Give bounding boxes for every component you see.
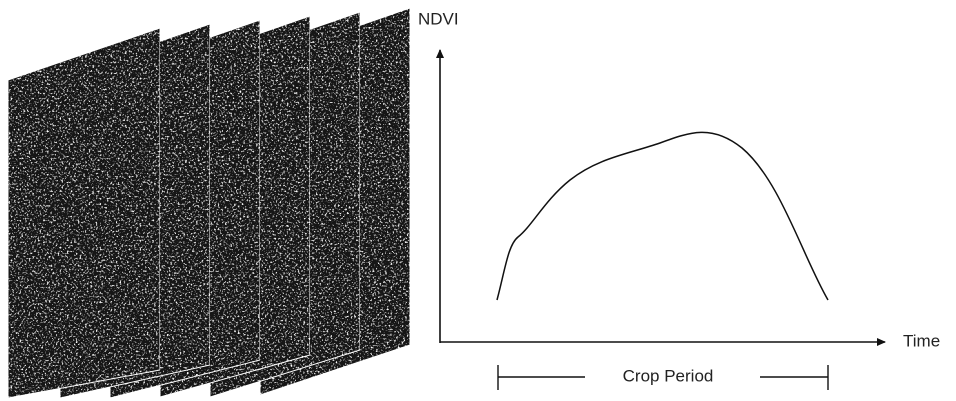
crop-period-bracket: Crop Period <box>498 365 828 390</box>
image-layer <box>8 28 160 398</box>
y-axis-label: NDVI <box>418 9 459 28</box>
image-stack <box>8 8 410 398</box>
span-label: Crop Period <box>623 366 714 385</box>
ndvi-curve <box>497 132 828 300</box>
diagram: NDVI Time Crop Period <box>0 0 956 401</box>
page: NDVI Time Crop Period (() => { const dat… <box>0 0 956 401</box>
x-axis-label: Time <box>903 331 940 350</box>
